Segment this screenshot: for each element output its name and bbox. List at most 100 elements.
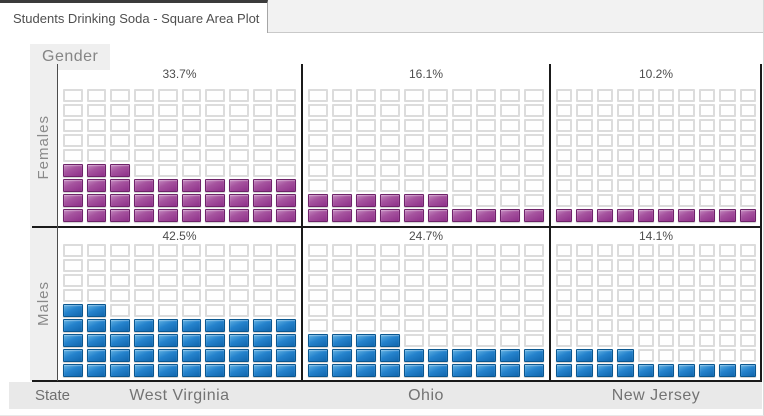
filled-square[interactable] (332, 349, 352, 362)
filled-square[interactable] (134, 319, 154, 332)
filled-square[interactable] (308, 194, 328, 207)
filled-square[interactable] (63, 319, 83, 332)
filled-square[interactable] (110, 364, 131, 377)
filled-square[interactable] (308, 349, 328, 362)
filled-square[interactable] (698, 209, 716, 222)
filled-square[interactable] (228, 364, 249, 377)
filled-square[interactable] (332, 364, 352, 377)
filled-square[interactable] (134, 179, 154, 192)
filled-square[interactable] (276, 334, 296, 347)
filled-square[interactable] (228, 194, 249, 207)
filled-square[interactable] (86, 209, 107, 222)
filled-square[interactable] (576, 209, 593, 222)
filled-square[interactable] (157, 319, 178, 332)
filled-square[interactable] (576, 349, 593, 362)
filled-square[interactable] (228, 349, 249, 362)
filled-square[interactable] (157, 349, 178, 362)
filled-square[interactable] (86, 334, 107, 347)
filled-square[interactable] (110, 209, 131, 222)
filled-square[interactable] (205, 364, 225, 377)
filled-square[interactable] (134, 334, 154, 347)
filled-square[interactable] (308, 364, 328, 377)
filled-square[interactable] (157, 209, 178, 222)
filled-square[interactable] (276, 209, 296, 222)
filled-square[interactable] (576, 364, 593, 377)
filled-square[interactable] (228, 319, 249, 332)
filled-square[interactable] (86, 179, 107, 192)
tab-students-drinking-soda[interactable]: Students Drinking Soda - Square Area Plo… (0, 0, 268, 33)
filled-square[interactable] (181, 209, 202, 222)
filled-square[interactable] (252, 209, 273, 222)
filled-square[interactable] (500, 209, 520, 222)
filled-square[interactable] (181, 319, 202, 332)
filled-square[interactable] (86, 304, 107, 317)
filled-square[interactable] (134, 364, 154, 377)
filled-square[interactable] (428, 209, 448, 222)
filled-square[interactable] (356, 209, 376, 222)
filled-square[interactable] (428, 194, 448, 207)
filled-square[interactable] (380, 364, 400, 377)
filled-square[interactable] (596, 364, 614, 377)
filled-square[interactable] (428, 349, 448, 362)
filled-square[interactable] (205, 334, 225, 347)
filled-square[interactable] (404, 194, 424, 207)
filled-square[interactable] (276, 319, 296, 332)
filled-square[interactable] (228, 334, 249, 347)
filled-square[interactable] (637, 209, 654, 222)
filled-square[interactable] (110, 179, 131, 192)
filled-square[interactable] (205, 349, 225, 362)
filled-square[interactable] (63, 334, 83, 347)
filled-square[interactable] (181, 334, 202, 347)
filled-square[interactable] (476, 349, 496, 362)
filled-square[interactable] (657, 364, 675, 377)
filled-square[interactable] (380, 209, 400, 222)
filled-square[interactable] (63, 164, 83, 177)
filled-square[interactable] (452, 349, 472, 362)
filled-square[interactable] (181, 194, 202, 207)
filled-square[interactable] (252, 334, 273, 347)
filled-square[interactable] (86, 364, 107, 377)
filled-square[interactable] (356, 334, 376, 347)
filled-square[interactable] (252, 179, 273, 192)
filled-square[interactable] (739, 364, 756, 377)
filled-square[interactable] (63, 364, 83, 377)
filled-square[interactable] (380, 194, 400, 207)
filled-square[interactable] (205, 209, 225, 222)
filled-square[interactable] (356, 364, 376, 377)
filled-square[interactable] (205, 179, 225, 192)
filled-square[interactable] (476, 209, 496, 222)
filled-square[interactable] (205, 194, 225, 207)
filled-square[interactable] (252, 349, 273, 362)
filled-square[interactable] (332, 194, 352, 207)
filled-square[interactable] (617, 209, 634, 222)
filled-square[interactable] (252, 364, 273, 377)
filled-square[interactable] (228, 179, 249, 192)
filled-square[interactable] (308, 209, 328, 222)
filled-square[interactable] (719, 209, 736, 222)
filled-square[interactable] (500, 349, 520, 362)
filled-square[interactable] (228, 209, 249, 222)
filled-square[interactable] (556, 209, 573, 222)
filled-square[interactable] (110, 349, 131, 362)
filled-square[interactable] (276, 364, 296, 377)
filled-square[interactable] (678, 209, 695, 222)
filled-square[interactable] (110, 164, 131, 177)
filled-square[interactable] (86, 194, 107, 207)
filled-square[interactable] (110, 194, 131, 207)
filled-square[interactable] (205, 319, 225, 332)
filled-square[interactable] (308, 334, 328, 347)
filled-square[interactable] (524, 349, 544, 362)
filled-square[interactable] (134, 194, 154, 207)
filled-square[interactable] (476, 364, 496, 377)
filled-square[interactable] (63, 304, 83, 317)
filled-square[interactable] (276, 349, 296, 362)
filled-square[interactable] (556, 364, 573, 377)
filled-square[interactable] (181, 349, 202, 362)
filled-square[interactable] (719, 364, 736, 377)
filled-square[interactable] (596, 349, 614, 362)
filled-square[interactable] (452, 364, 472, 377)
filled-square[interactable] (86, 164, 107, 177)
filled-square[interactable] (252, 319, 273, 332)
filled-square[interactable] (356, 349, 376, 362)
filled-square[interactable] (157, 194, 178, 207)
